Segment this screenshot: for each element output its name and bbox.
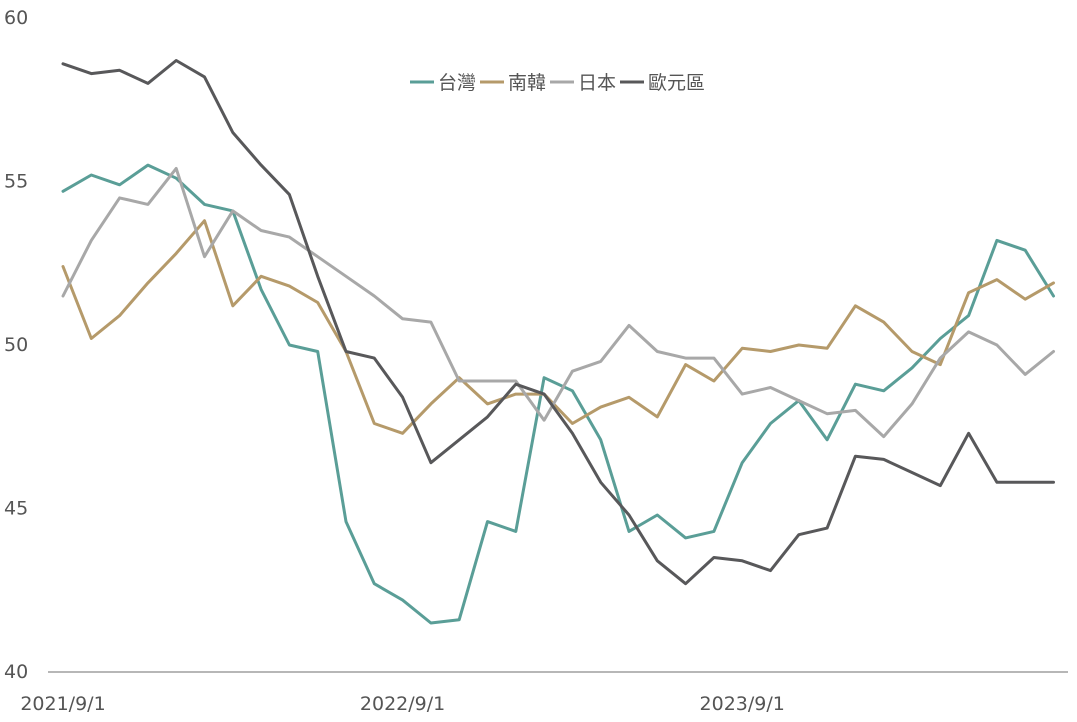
y-tick-label: 50 <box>4 334 28 356</box>
legend: 台灣 南韓 日本 歐元區 <box>410 72 705 94</box>
legend-label: 南韓 <box>508 72 546 94</box>
x-tick-label: 2022/9/1 <box>360 693 445 715</box>
x-axis-ticks: 2021/9/1 2022/9/1 2023/9/1 <box>20 693 785 715</box>
series-line-1 <box>61 219 1055 435</box>
series-line-2 <box>61 166 1055 439</box>
y-tick-label: 40 <box>4 661 28 683</box>
legend-label: 日本 <box>578 72 616 94</box>
y-axis-ticks: 40 45 50 55 60 <box>4 7 28 683</box>
y-tick-label: 55 <box>4 171 28 193</box>
x-tick-label: 2021/9/1 <box>20 693 105 715</box>
y-tick-label: 60 <box>4 7 28 29</box>
series-line-3 <box>61 59 1055 586</box>
series-line-0 <box>61 163 1055 625</box>
legend-label: 台灣 <box>438 72 476 94</box>
x-tick-label: 2023/9/1 <box>700 693 785 715</box>
legend-label: 歐元區 <box>648 72 705 94</box>
series-lines <box>61 59 1055 625</box>
y-tick-label: 45 <box>4 498 28 520</box>
